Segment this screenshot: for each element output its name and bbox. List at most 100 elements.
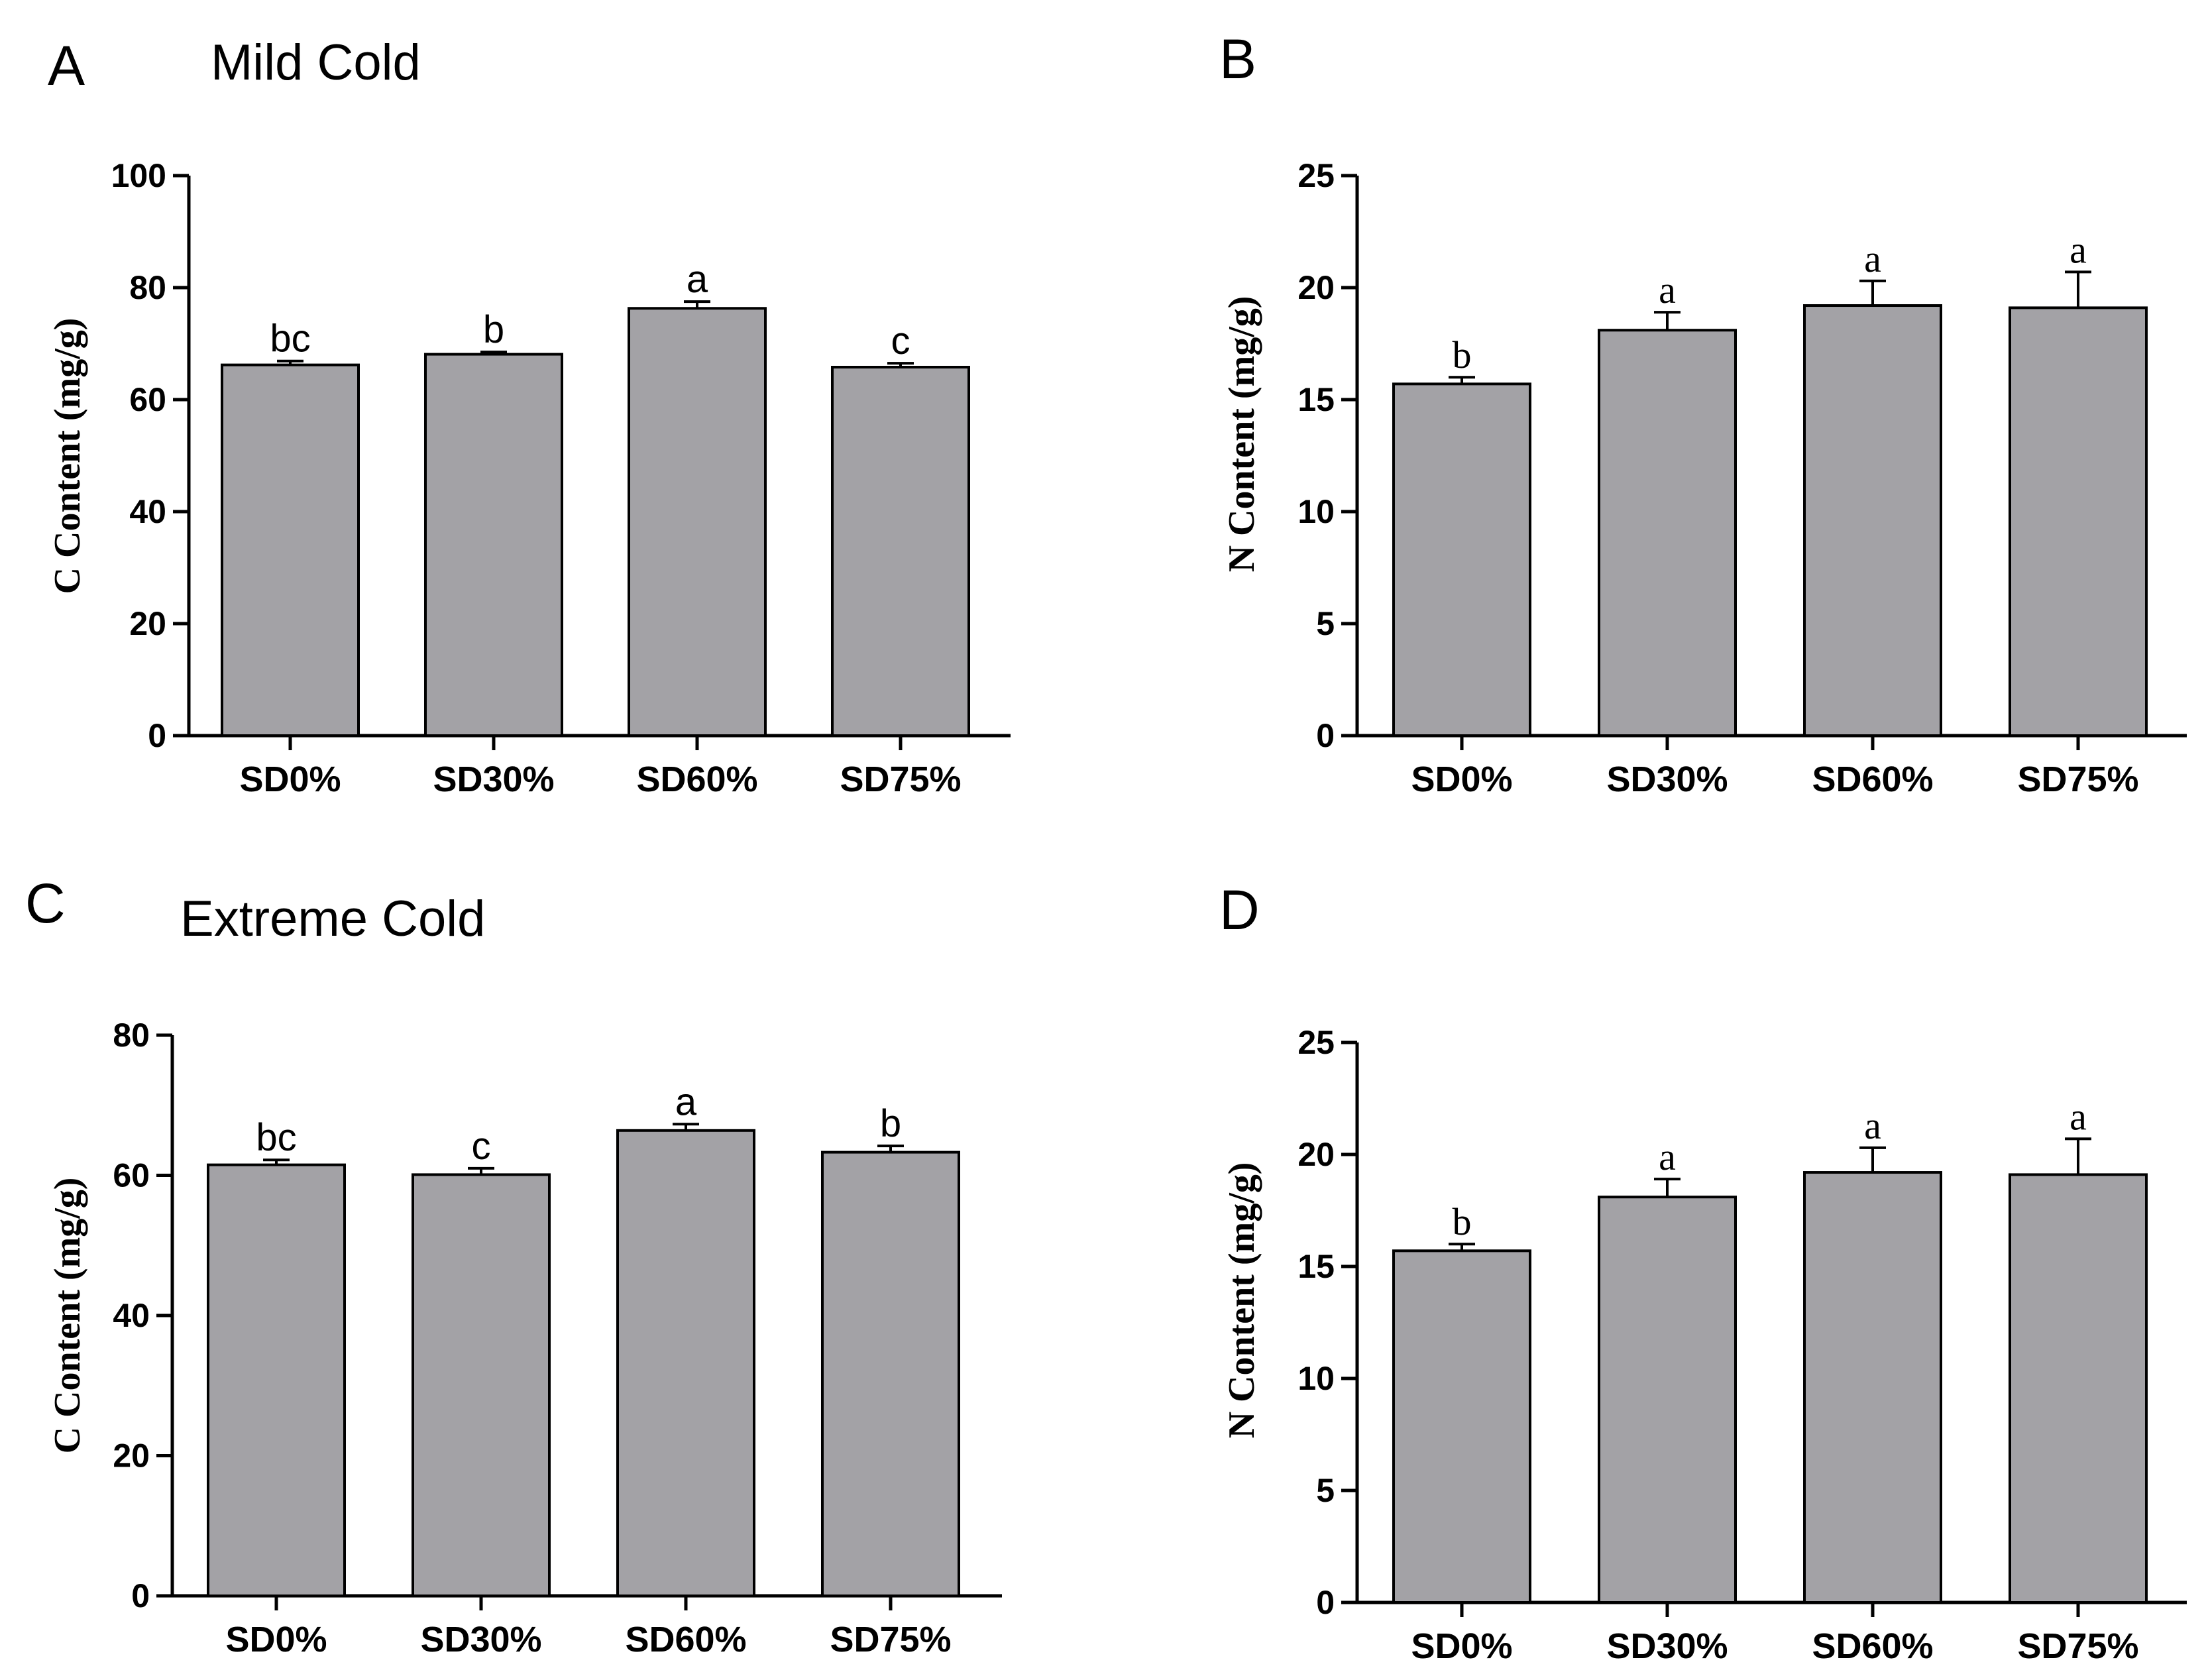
significance-label: bc [256,1116,296,1159]
error-bar [1859,1146,1886,1173]
y-tick-label: 100 [111,157,166,194]
bar [1803,1171,1942,1604]
y-tick-label: 60 [129,381,166,418]
error-bar [1859,279,1886,306]
plot-area: 0 5 10 15 20 25 b SD0% a SD30% a SD60% a SD75% [1297,1024,2187,1666]
x-tick-label: SD75% [2017,759,2138,799]
bar [424,353,563,737]
significance-label: a [2069,1095,2087,1138]
bar [412,1173,551,1597]
y-tick-label: 20 [1297,269,1335,306]
error-bar [480,351,507,355]
bar [821,1150,960,1598]
error-bar [468,1166,494,1175]
panel-letter: A [48,34,85,97]
x-tick-label: SD30% [420,1620,541,1659]
panel-c: C Extreme Cold C Content (mg/g) 0 20 40 60 8… [25,872,1002,1659]
y-tick-label: 15 [1297,1248,1335,1285]
bar [221,363,360,737]
bar [1392,382,1531,737]
y-tick-label: 15 [1297,381,1335,418]
significance-label: a [1864,237,1881,280]
bar [616,1129,755,1597]
significance-label: b [1453,1200,1472,1243]
panel-letter: C [25,872,66,934]
y-tick-label: 5 [1316,1472,1335,1509]
significance-label: a [687,258,708,301]
y-tick-label: 0 [131,1577,150,1614]
error-bar [2065,270,2091,308]
y-tick-label: 80 [129,269,166,306]
plot-area: 0 20 40 60 80 bc SD0% c SD30% a SD60% b SD75% [113,1017,1002,1659]
x-tick-label: SD60% [636,759,757,799]
error-bar [684,300,710,309]
y-tick-label: 5 [1316,605,1335,642]
x-tick-label: SD30% [1606,1626,1728,1666]
y-axis-label: C Content (mg/g) [47,1178,88,1454]
x-tick-label: SD0% [1411,1626,1512,1666]
panel-title: Extreme Cold [180,891,485,947]
significance-label: a [1659,268,1676,311]
x-tick-label: SD60% [1812,1626,1933,1666]
significance-label: b [483,308,504,351]
error-bar [673,1123,699,1131]
bar [1803,304,1942,738]
y-tick-label: 25 [1297,157,1335,194]
x-tick-label: SD0% [225,1620,327,1659]
y-tick-label: 80 [113,1017,150,1054]
significance-label: a [1864,1104,1881,1147]
plot-area: 0 5 10 15 20 25 b SD0% a SD30% a SD60% a SD75% [1297,157,2187,799]
significance-label: a [2069,228,2087,271]
bar [2009,1173,2148,1604]
bar [628,307,767,737]
panel-letter: B [1219,28,1256,90]
bar [831,365,970,737]
significance-label: c [891,319,910,363]
x-tick-label: SD75% [840,759,961,799]
bar [1598,1196,1737,1604]
x-tick-label: SD75% [830,1620,951,1659]
y-tick-label: 0 [148,717,166,754]
x-tick-label: SD30% [433,759,554,799]
y-axis-label: N Content (mg/g) [1221,296,1262,573]
x-tick-label: SD0% [239,759,341,799]
error-bar [877,1145,904,1152]
y-tick-label: 10 [1297,493,1335,530]
significance-label: a [675,1080,697,1123]
significance-label: b [880,1102,901,1145]
x-tick-label: SD30% [1606,759,1728,799]
y-tick-label: 20 [129,605,166,642]
error-bar [263,1158,290,1165]
significance-label: b [1453,333,1472,376]
error-bar [1449,376,1475,384]
error-bar [1654,1178,1681,1198]
x-tick-label: SD60% [1812,759,1933,799]
error-bar [1449,1243,1475,1251]
bar [1392,1249,1531,1604]
y-tick-label: 60 [113,1157,150,1194]
error-bar [887,362,914,367]
panel-title: Mild Cold [211,34,421,91]
y-tick-label: 0 [1316,1584,1335,1621]
y-tick-label: 40 [113,1297,150,1334]
panel-letter: D [1219,879,1260,941]
x-tick-label: SD0% [1411,759,1512,799]
panel-a: A Mild Cold C Content (mg/g) 0 20 40 60 80 10… [47,34,1011,799]
significance-label: c [472,1125,491,1168]
y-tick-label: 40 [129,493,166,530]
y-axis-label: N Content (mg/g) [1221,1162,1262,1439]
y-tick-label: 20 [113,1437,150,1475]
y-tick-label: 0 [1316,717,1335,754]
bar [2009,306,2148,738]
y-tick-label: 10 [1297,1360,1335,1397]
error-bar [1654,311,1681,331]
significance-label: bc [270,317,310,361]
x-tick-label: SD60% [625,1620,746,1659]
y-axis-label: C Content (mg/g) [47,318,88,594]
y-tick-label: 25 [1297,1024,1335,1061]
panel-d: D N Content (mg/g) 0 5 10 15 20 25 b SD0% a SD30%… [1219,879,2187,1666]
panel-b: B N Content (mg/g) 0 5 10 15 20 25 b SD0% a SD30%… [1219,28,2187,799]
significance-label: a [1659,1135,1676,1178]
y-tick-label: 20 [1297,1136,1335,1173]
